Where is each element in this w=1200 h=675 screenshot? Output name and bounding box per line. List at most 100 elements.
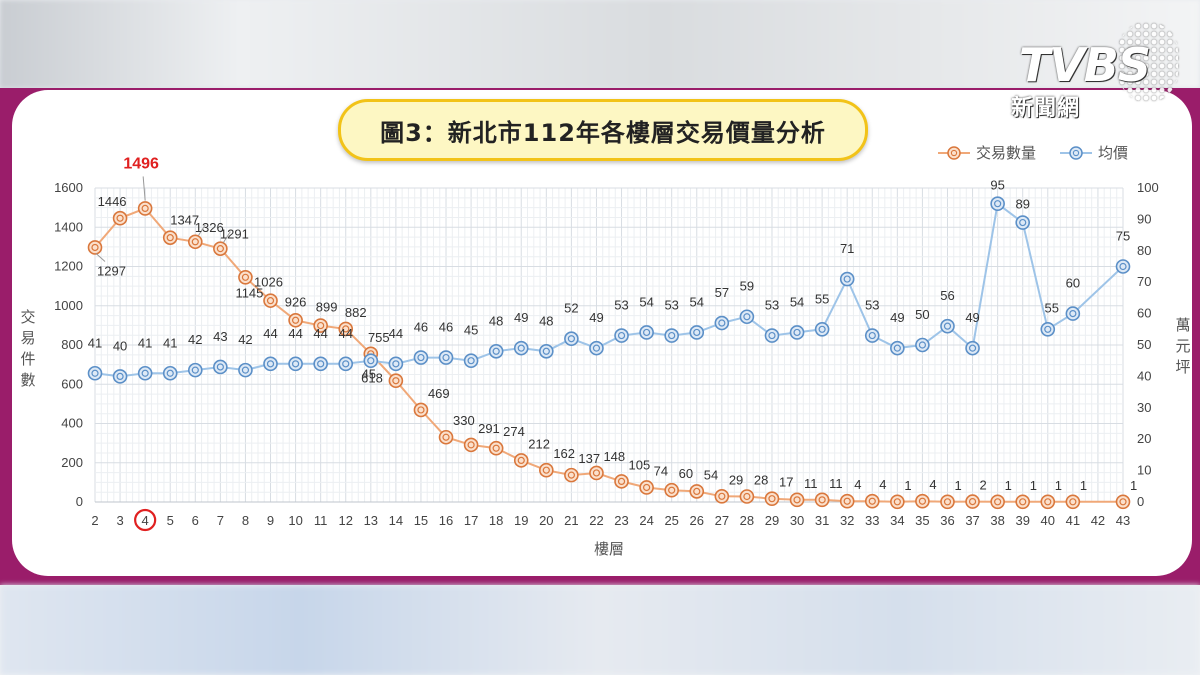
data-label-average-price: 56 <box>940 288 954 303</box>
highlight-leader-line <box>142 176 146 201</box>
data-point <box>187 234 203 250</box>
data-label-transaction-count: 274 <box>503 424 525 439</box>
data-point <box>1065 306 1081 321</box>
data-point-inner <box>317 360 325 368</box>
data-point <box>263 293 278 308</box>
data-point <box>814 492 830 508</box>
y-right-axis-title-char: 坪 <box>1175 358 1190 376</box>
data-point-inner <box>893 344 901 352</box>
data-label-transaction-count: 1347 <box>170 213 199 228</box>
data-label-transaction-count: 2 <box>980 478 987 493</box>
series-average-price <box>87 196 1131 384</box>
data-point <box>438 350 454 365</box>
y-right-tick-label: 40 <box>1137 368 1151 383</box>
y-right-axis-title-char: 萬 <box>1175 316 1190 334</box>
data-point-inner <box>542 347 550 355</box>
data-label-average-price: 44 <box>389 326 403 341</box>
data-point-inner <box>241 366 250 374</box>
data-point-inner <box>216 363 224 371</box>
data-label-average-price: 44 <box>313 326 327 341</box>
y-left-tick-label: 1000 <box>54 298 83 313</box>
data-label-transaction-count: 1145 <box>235 285 263 300</box>
x-tick-label: 32 <box>840 513 854 528</box>
data-point-inner <box>1019 218 1027 227</box>
highlight-circle-icon <box>134 508 157 532</box>
legend-marker-inner <box>1072 149 1080 157</box>
data-point <box>513 340 529 356</box>
x-tick-label: 15 <box>414 513 428 528</box>
y-right-tick-label: 50 <box>1137 337 1151 352</box>
data-point <box>714 489 730 504</box>
data-point <box>539 343 554 359</box>
data-label-average-price: 89 <box>1015 197 1029 212</box>
data-point-inner <box>241 273 250 281</box>
data-point <box>890 340 905 356</box>
data-label-transaction-count: 1 <box>1005 478 1012 493</box>
data-point <box>764 491 780 506</box>
data-point <box>839 271 855 287</box>
data-point-inner <box>843 497 851 505</box>
data-point-inner <box>1069 498 1077 506</box>
x-tick-label: 13 <box>364 513 378 528</box>
y-right-tick-label: 70 <box>1137 274 1151 289</box>
data-label-average-price: 52 <box>564 301 578 316</box>
data-point-inner <box>216 245 224 253</box>
data-point-inner <box>91 369 99 377</box>
data-label-transaction-count: 1 <box>1030 478 1037 493</box>
x-tick-label: 8 <box>242 513 249 528</box>
x-tick-label: 22 <box>589 513 603 528</box>
x-tick-label: 41 <box>1066 513 1080 528</box>
data-label-transaction-count: 618 <box>361 371 383 386</box>
data-point <box>187 362 203 378</box>
data-label-transaction-count: 74 <box>654 463 668 478</box>
y-right-tick-label: 60 <box>1137 306 1151 321</box>
data-point-inner <box>994 498 1002 506</box>
legend-label: 交易數量 <box>976 144 1036 162</box>
chart-legend: 交易數量 均價 <box>938 144 1128 162</box>
y-left-axis-title-char: 件 <box>20 350 35 368</box>
data-point-inner <box>943 498 952 506</box>
data-label-average-price: 59 <box>740 279 754 294</box>
data-label-average-price: 49 <box>514 310 528 325</box>
data-label-transaction-count: 1297 <box>97 263 126 278</box>
legend-marker-icon <box>947 146 961 160</box>
data-point <box>990 196 1005 211</box>
data-point <box>714 315 730 331</box>
data-point <box>162 365 178 381</box>
blurred-background-bottom <box>0 585 1200 675</box>
data-label-average-price: 44 <box>288 326 302 341</box>
data-label-average-price: 57 <box>715 285 729 300</box>
data-point-inner <box>818 325 826 333</box>
data-label-transaction-count: 926 <box>285 294 307 309</box>
x-tick-label: 20 <box>539 513 553 528</box>
data-label-transaction-count: 755 <box>368 330 390 345</box>
x-tick-label: 23 <box>614 513 628 528</box>
data-point-inner <box>417 406 425 414</box>
data-label-transaction-count: 1 <box>1055 478 1062 493</box>
data-point-inner <box>617 331 626 340</box>
x-tick-label: 6 <box>192 513 199 528</box>
data-point-inner <box>968 498 977 506</box>
data-label-transaction-count: 1446 <box>98 194 127 209</box>
data-label-average-price: 55 <box>815 291 829 306</box>
data-label-average-price: 71 <box>840 241 854 256</box>
logo-wordmark: TVBS <box>1018 38 1151 92</box>
data-point-inner <box>141 369 149 377</box>
chart-title: 圖3：新北市112年各樓層交易價量分析 <box>380 118 826 147</box>
y-right-tick-label: 90 <box>1137 211 1151 226</box>
x-tick-label: 38 <box>990 513 1004 528</box>
data-point-inner <box>91 243 99 252</box>
data-point-inner <box>1119 262 1127 271</box>
data-point-inner <box>1069 310 1077 318</box>
data-label-transaction-count: 291 <box>478 421 500 436</box>
x-tick-label: 21 <box>564 513 578 528</box>
data-point-inner <box>342 325 350 333</box>
y-right-tick-label: 30 <box>1137 400 1151 415</box>
data-label-transaction-count: 1026 <box>254 275 283 290</box>
y-right-tick-label: 80 <box>1137 243 1151 258</box>
data-label-transaction-count: 882 <box>345 305 367 320</box>
data-point <box>488 440 504 456</box>
data-point-inner <box>668 331 676 340</box>
legend-marker-inner <box>950 149 958 157</box>
data-point <box>388 373 404 389</box>
